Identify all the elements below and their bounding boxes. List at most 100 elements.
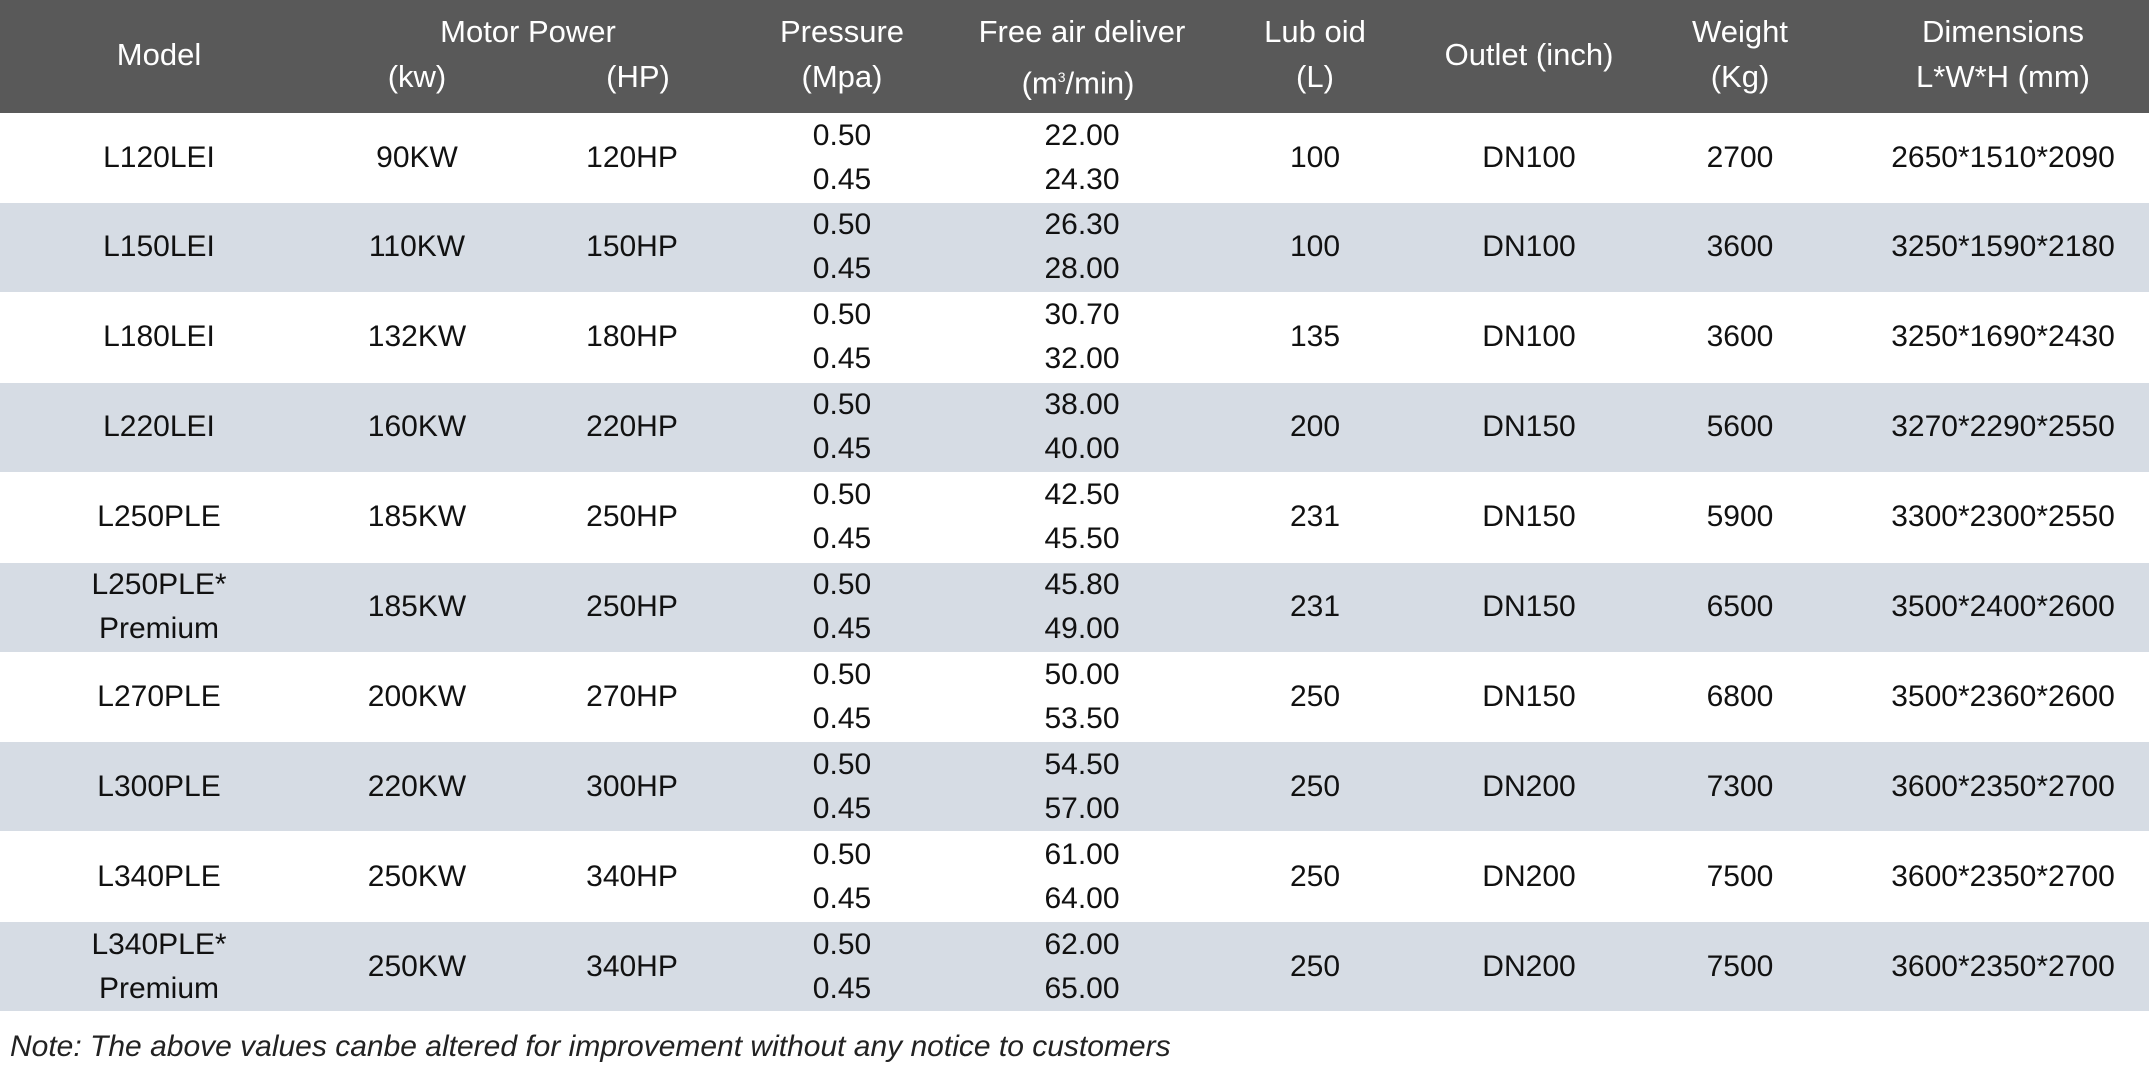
cell-line: L270PLE (97, 679, 221, 713)
cell-kw: 220KW (367, 769, 467, 803)
cell-air: 50.00 53.50 (1044, 652, 1119, 741)
table-row: L180LEI 132KW 180HP 0.50 0.45 30.70 32.00 135 DN… (0, 293, 2149, 382)
cell-line: L250PLE (97, 500, 221, 534)
cell-model: L180LEI (103, 293, 215, 382)
cell-hp: 250HP (586, 500, 678, 534)
header-free-air-unit: (m3/min) (1021, 65, 1135, 101)
header-model: Model (116, 37, 202, 72)
cell-kw: 200KW (367, 679, 467, 713)
cell-line: 0.50 (812, 837, 872, 871)
cell-line: 0.45 (812, 971, 872, 1005)
cell-outlet: DN150 (1482, 590, 1576, 623)
cell-air: 45.80 49.00 (1044, 563, 1119, 652)
cell-line: 0.50 (812, 568, 872, 601)
cell-outlet: DN100 (1482, 140, 1576, 174)
cell-pressure: 0.50 0.45 (813, 742, 871, 831)
cell-kw: 250KW (367, 949, 467, 983)
cell-hp: 180HP (586, 320, 678, 354)
table-row: L340PLE* Premium 250KW 340HP 0.50 0.45 62.00 65… (0, 922, 2149, 1012)
cell-line: 0.50 (812, 747, 872, 781)
cell-pressure: 0.50 0.45 (813, 922, 871, 1011)
cell-lub: 231 (1289, 500, 1341, 534)
cell-weight: 5600 (1706, 410, 1774, 444)
cell-model: L220LEI (103, 383, 215, 472)
cell-outlet: DN100 (1482, 230, 1576, 264)
cell-line: 0.50 (812, 208, 872, 242)
cell-hp: 270HP (586, 679, 678, 713)
cell-outlet: DN150 (1482, 500, 1576, 534)
cell-line: 30.70 (1044, 298, 1120, 332)
header-weight: Weight (1692, 14, 1788, 49)
cell-outlet: DN200 (1482, 859, 1576, 893)
header-outlet: Outlet (inch) (1444, 37, 1614, 72)
cell-line: 50.00 (1044, 657, 1120, 691)
cell-line: 61.00 (1044, 837, 1120, 871)
table-row: L220LEI 160KW 220HP 0.50 0.45 38.00 40.00 200 DN… (0, 382, 2149, 472)
cell-line: L220LEI (103, 410, 215, 444)
header-dimensions-unit: L*W*H (mm) (1916, 59, 2090, 94)
cell-hp: 300HP (586, 769, 678, 803)
cell-outlet: DN100 (1482, 320, 1576, 354)
cell-pressure: 0.50 0.45 (813, 473, 871, 562)
cell-line: 42.50 (1044, 478, 1120, 512)
cell-model: L300PLE (97, 742, 220, 831)
cell-model: L120LEI (103, 113, 215, 202)
cell-air: 22.00 24.30 (1044, 113, 1119, 202)
header-weight-unit: (Kg) (1710, 59, 1770, 94)
cell-lub: 250 (1289, 679, 1341, 713)
cell-line: 0.45 (812, 522, 872, 556)
cell-pressure: 0.50 0.45 (813, 113, 871, 202)
cell-line: L250PLE* (91, 568, 227, 601)
cell-weight: 6800 (1706, 679, 1774, 713)
header-dimensions: Dimensions (1922, 14, 2084, 49)
cell-line: 45.80 (1044, 568, 1120, 601)
cell-dims: 3300*2300*2550 (1891, 500, 2115, 534)
cell-kw: 185KW (367, 590, 467, 623)
cell-dims: 3250*1690*2430 (1891, 320, 2115, 354)
cell-kw: 185KW (367, 500, 467, 534)
cell-air: 62.00 65.00 (1044, 922, 1119, 1011)
cell-hp: 340HP (586, 949, 678, 983)
cell-line: 40.00 (1044, 432, 1120, 466)
cell-line: 0.45 (812, 791, 872, 825)
cell-line: 62.00 (1044, 927, 1120, 961)
table-row: L300PLE 220KW 300HP 0.50 0.45 54.50 57.00 250 DN… (0, 742, 2149, 832)
cell-lub: 250 (1289, 859, 1341, 893)
cell-line: Premium (98, 612, 219, 645)
cell-line: 0.45 (812, 432, 872, 466)
cell-weight: 6500 (1706, 590, 1774, 623)
header-motor-power: Motor Power (440, 14, 616, 49)
table-row: L150LEI 110KW 150HP 0.50 0.45 26.30 28.00 100 DN… (0, 202, 2149, 292)
cell-weight: 3600 (1706, 320, 1774, 354)
cell-weight: 7500 (1706, 949, 1774, 983)
cell-line: 0.45 (812, 701, 872, 735)
table-row: L340PLE 250KW 340HP 0.50 0.45 61.00 64.00 250 DN… (0, 832, 2149, 921)
cell-model: L340PLE* Premium (91, 922, 226, 1011)
cell-line: L180LEI (103, 320, 215, 354)
cell-hp: 340HP (586, 859, 678, 893)
table-row: L250PLE 185KW 250HP 0.50 0.45 42.50 45.50 231 DN… (0, 473, 2149, 562)
cell-line: 0.45 (812, 612, 872, 645)
cell-line: 0.50 (812, 927, 872, 961)
cell-air: 42.50 45.50 (1044, 473, 1119, 562)
cell-kw: 132KW (367, 320, 467, 354)
cell-line: 64.00 (1044, 881, 1120, 915)
cell-model: L150LEI (103, 203, 215, 292)
cell-weight: 2700 (1706, 140, 1774, 174)
cell-outlet: DN200 (1482, 769, 1576, 803)
cell-lub: 250 (1289, 769, 1341, 803)
cell-model: L250PLE* Premium (91, 563, 226, 652)
cell-pressure: 0.50 0.45 (813, 832, 871, 921)
cell-pressure: 0.50 0.45 (813, 203, 871, 292)
cell-line: 22.00 (1044, 118, 1120, 152)
cell-pressure: 0.50 0.45 (813, 652, 871, 741)
cell-dims: 3270*2290*2550 (1891, 410, 2115, 444)
cell-dims: 3500*2360*2600 (1891, 679, 2115, 713)
cell-lub: 135 (1289, 320, 1341, 354)
header-pressure: Pressure (779, 14, 905, 49)
table-row: L270PLE 200KW 270HP 0.50 0.45 50.00 53.50 250 DN… (0, 652, 2149, 741)
cell-line: 26.30 (1044, 208, 1120, 242)
header-kw: (kw) (387, 59, 447, 94)
cell-kw: 160KW (367, 410, 467, 444)
cell-line: 0.50 (812, 478, 872, 512)
